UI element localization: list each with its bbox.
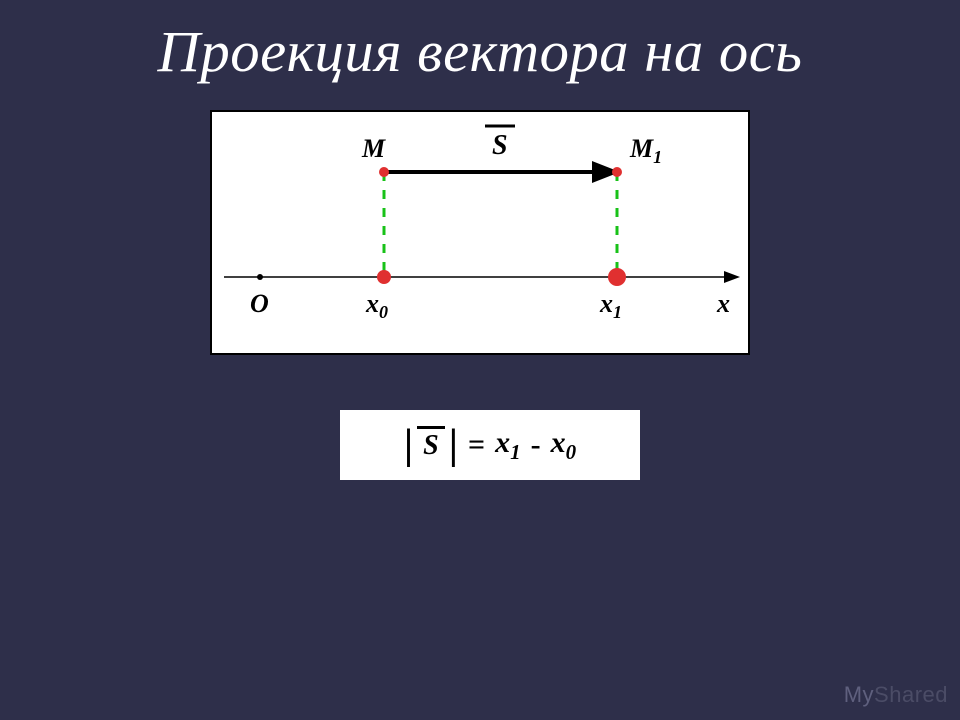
abs-close: | (449, 421, 458, 469)
formula-x0-var: x (551, 426, 566, 459)
label-m: M (361, 134, 386, 163)
formula-x0: x0 (551, 426, 577, 465)
formula-x1-sub: 1 (510, 440, 521, 464)
abs-open: | (404, 421, 413, 469)
slide-title: Проекция вектора на ось (0, 0, 960, 85)
watermark-prefix: My (844, 682, 874, 707)
point-m-dot (379, 167, 389, 177)
foot-x1-dot (608, 268, 626, 286)
formula: | S | = x1 - x0 (404, 421, 576, 469)
foot-x0-dot (377, 270, 391, 284)
point-m1-dot (612, 167, 622, 177)
origin-label: O (250, 289, 269, 318)
formula-x1-var: x (495, 426, 510, 459)
origin-dot (257, 274, 263, 280)
s-overline (417, 426, 445, 429)
formula-s: S (423, 430, 439, 461)
diagram-svg: O x M M1 S x0 x1 (212, 112, 752, 357)
label-s: S (492, 130, 508, 161)
formula-minus: - (531, 428, 541, 462)
formula-box: | S | = x1 - x0 (340, 410, 640, 480)
projection-diagram: O x M M1 S x0 x1 (210, 110, 750, 355)
watermark: MyShared (844, 682, 948, 708)
x-axis-arrowhead (724, 271, 740, 283)
formula-s-bar: S (423, 430, 439, 460)
label-m1: M1 (629, 134, 662, 167)
formula-x1: x1 (495, 426, 521, 465)
formula-x0-sub: 0 (566, 440, 577, 464)
formula-eq: = (468, 428, 485, 462)
watermark-suffix: Shared (874, 682, 948, 707)
axis-label-x: x (716, 289, 730, 318)
